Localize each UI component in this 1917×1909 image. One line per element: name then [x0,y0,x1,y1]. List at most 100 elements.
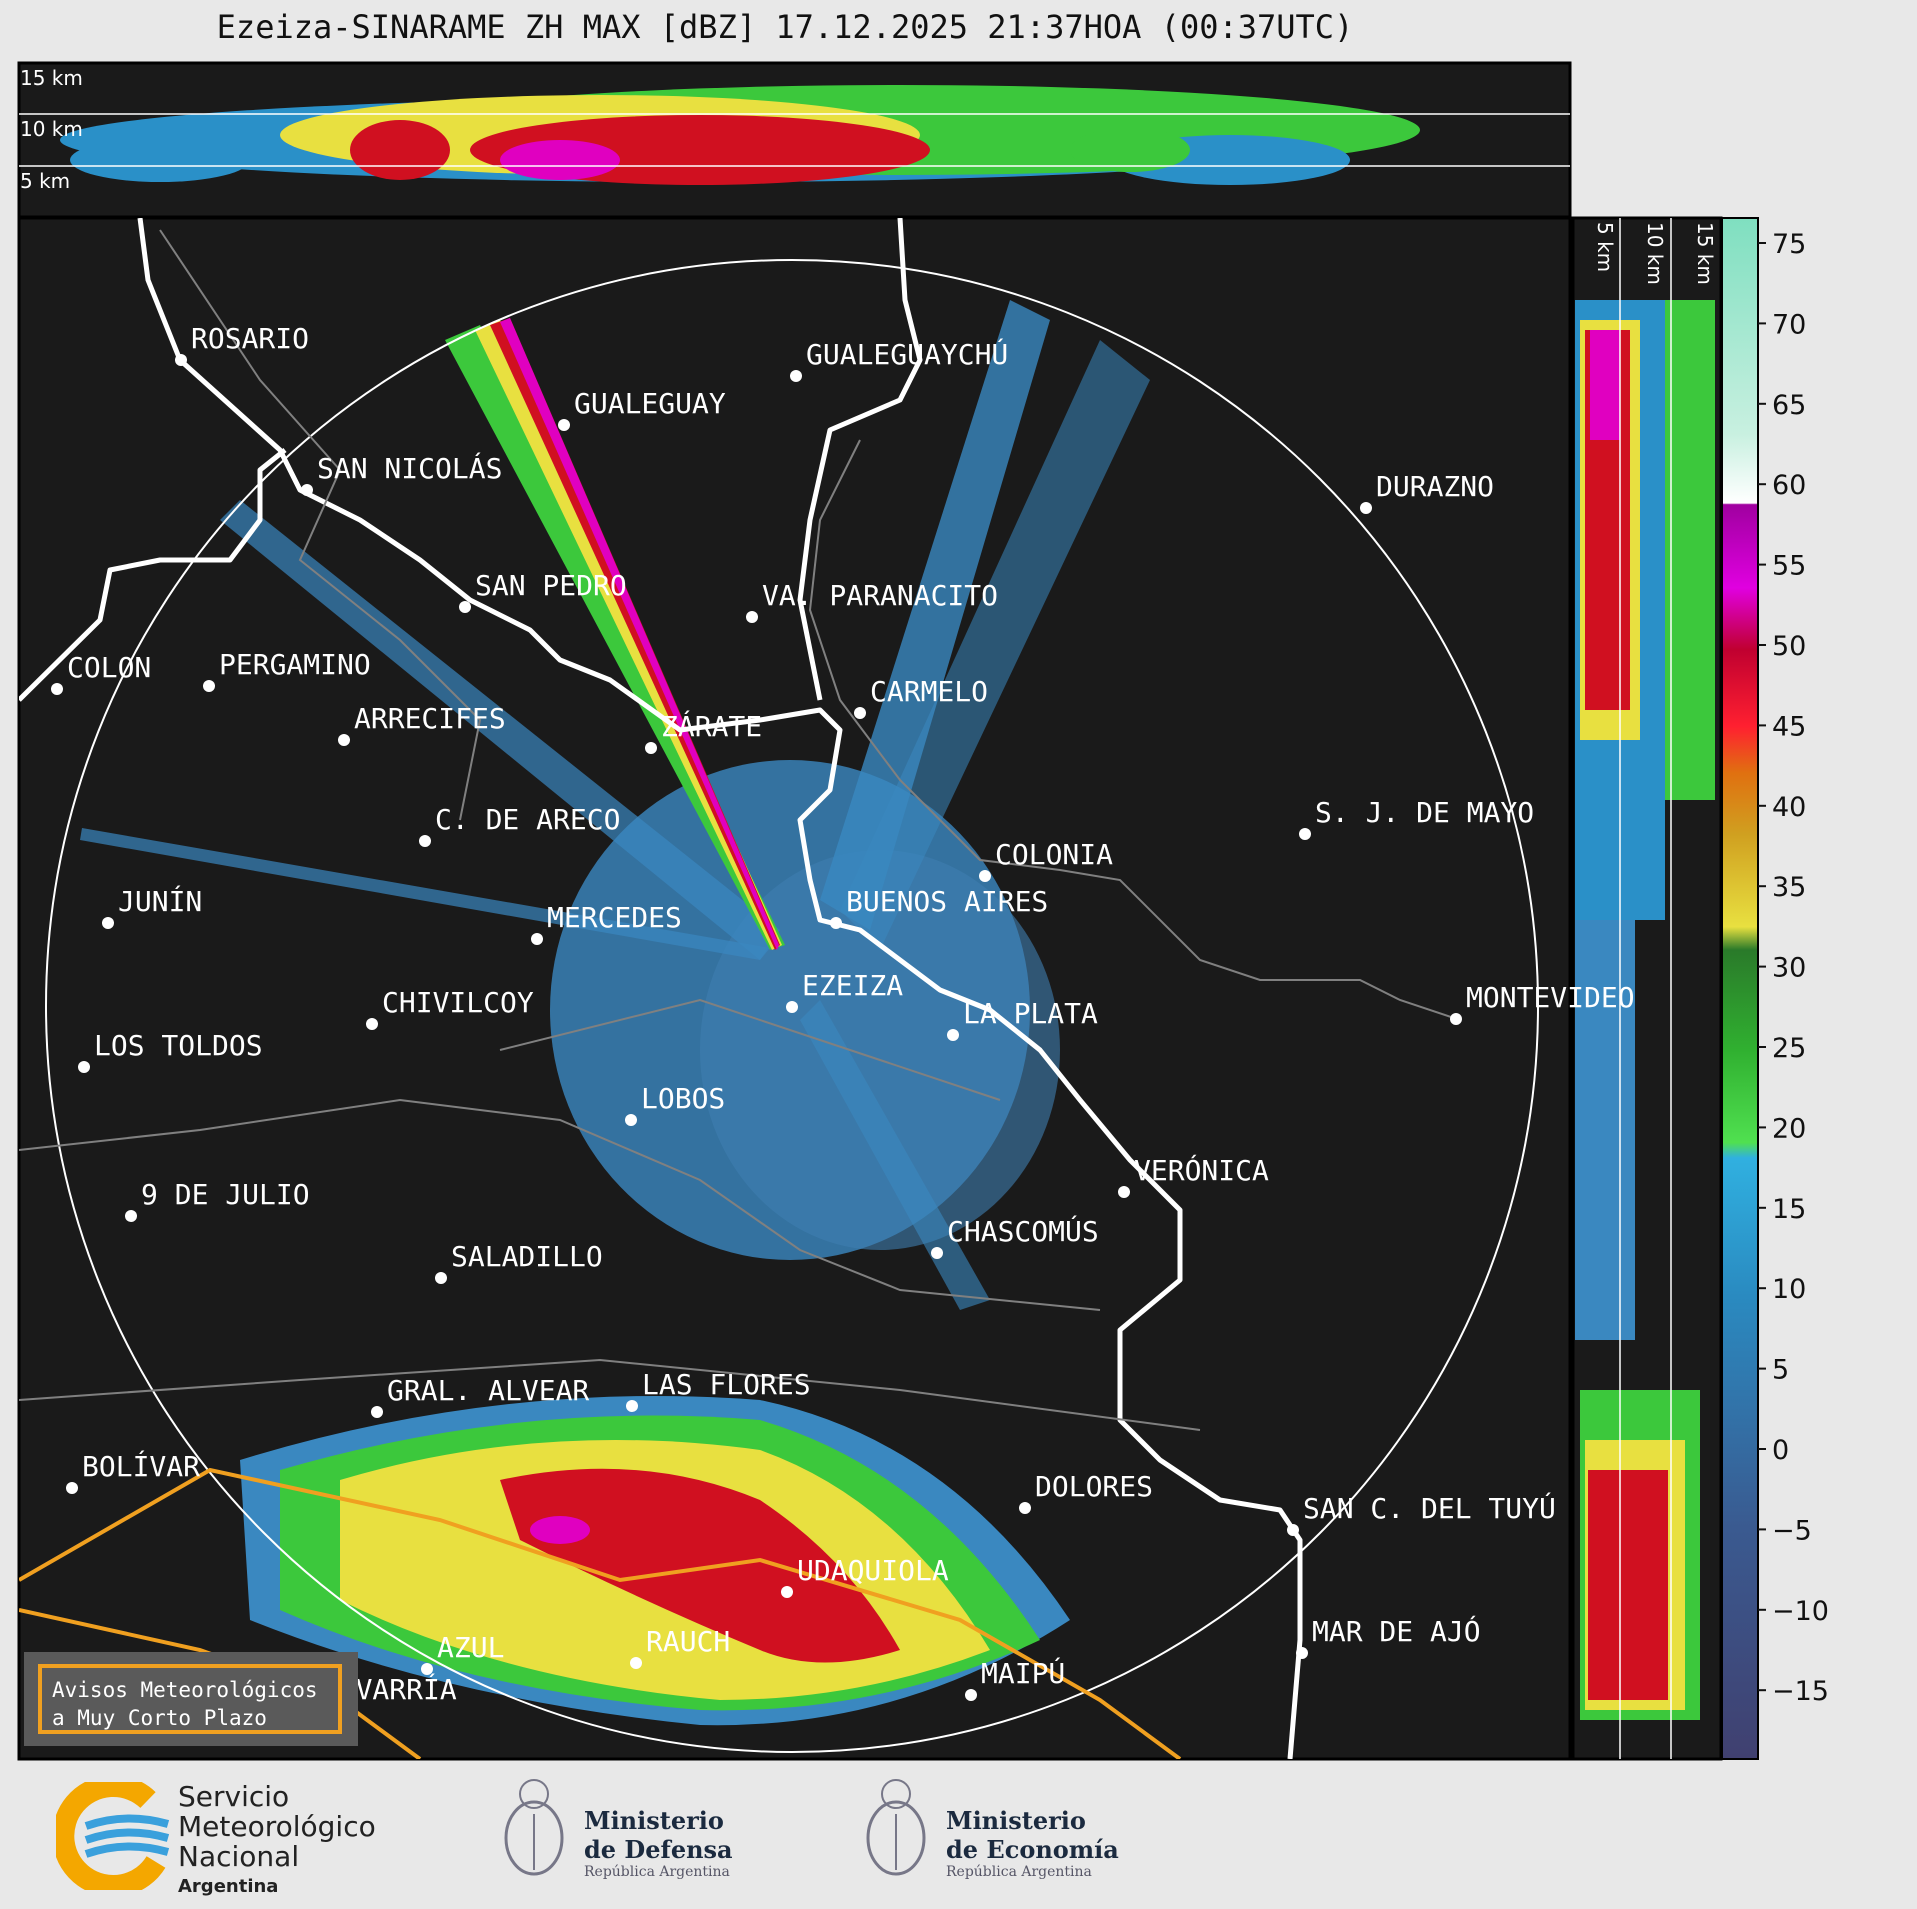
city-marker: DURAZNO [1360,470,1494,514]
city-marker: BOLÍVAR [66,1449,200,1494]
city-label: LAS FLORES [642,1368,811,1401]
city-marker: GUALEGUAYCHÚ [790,337,1008,382]
city-label: COLONIA [995,838,1113,871]
city-dot [1296,1647,1308,1659]
city-label: GUALEGUAY [574,387,726,420]
city-dot [419,835,431,847]
colorbar-tick-label: 45 [1772,711,1806,742]
city-marker: COLONIA [979,838,1113,882]
city-marker: 9 DE JULIO [125,1178,310,1222]
smn-logo-icon [56,1782,170,1890]
city-label: RAUCH [646,1625,730,1658]
city-dot [625,1114,637,1126]
top-height-15: 15 km [20,66,83,90]
colorbar-tick-label: 0 [1772,1435,1789,1466]
city-marker: AZUL [421,1631,504,1675]
radar-map[interactable] [17,216,1572,1761]
city-marker: LOBOS [625,1082,725,1126]
borders [19,229,1461,1431]
storm-band [240,1396,1070,1726]
city-label: ROSARIO [191,322,309,355]
coat-of-arms-icon [866,1779,926,1876]
city-label: DOLORES [1035,1470,1153,1503]
city-marker: MONTEVIDEO [1450,981,1635,1025]
side-cross-section: 5 km 10 km 15 km [1571,216,1723,1761]
top-height-10: 10 km [20,117,83,141]
city-marker: CHASCOMÚS [931,1214,1099,1259]
city-dot [645,742,657,754]
city-label: BOLÍVAR [82,1449,200,1483]
city-label: JUNÍN [118,884,202,918]
city-label: COLON [67,651,151,684]
city-dot [338,734,350,746]
city-dot [786,1001,798,1013]
colorbar-tick-label: −10 [1772,1596,1829,1627]
side-height-15: 15 km [1693,222,1717,285]
city-dot [1450,1013,1462,1025]
city-label: BUENOS AIRES [846,885,1048,918]
city-marker: UDAQUIOLA [781,1554,949,1598]
city-marker: LOS TOLDOS [78,1029,263,1073]
city-label: SAN PEDRO [475,569,627,602]
coastlines [19,218,1303,1759]
city-dot [746,611,758,623]
city-dot [830,917,842,929]
city-dot [125,1210,137,1222]
city-marker: EZEIZA [786,969,903,1013]
city-dot [1360,502,1372,514]
warning-button-line2: a Muy Corto Plazo [52,1706,267,1730]
colorbar-tick-label: 30 [1772,953,1806,984]
city-marker: DOLORES [1019,1470,1153,1514]
colorbar-tick-label: 5 [1772,1355,1789,1386]
city-label: 9 DE JULIO [141,1178,310,1211]
colorbar-tick-label: 20 [1772,1113,1806,1144]
city-marker: PERGAMINO [203,648,371,692]
colorbar-tick-label: −15 [1772,1676,1829,1707]
city-label: DURAZNO [1376,470,1494,503]
side-height-5: 5 km [1593,222,1617,272]
colorbar-tick-label: 35 [1772,872,1806,903]
economia-logo-text: Ministerio de Economía República Argenti… [946,1806,1119,1880]
colorbar-tick-label: 15 [1772,1194,1806,1225]
city-dot [790,370,802,382]
city-label: CHIVILCOY [382,986,534,1019]
city-label: SAN C. DEL TUYÚ [1303,1491,1556,1525]
colorbar-tick-label: 55 [1772,551,1806,582]
defensa-logo-text: Ministerio de Defensa República Argentin… [584,1806,733,1880]
city-dot [1299,828,1311,840]
colorbar-tick-label: −5 [1772,1515,1812,1546]
city-marker: ROSARIO [175,322,309,366]
city-label: GUALEGUAYCHÚ [806,337,1008,371]
city-marker: LA PLATA [947,997,1098,1041]
city-marker: ARRECIFES [338,702,506,746]
city-dot [366,1018,378,1030]
city-dot [931,1247,943,1259]
city-marker: CARMELO [854,675,988,719]
city-label: MAIPÚ [981,1656,1065,1690]
city-dot [203,680,215,692]
city-dot [175,354,187,366]
city-dot [78,1061,90,1073]
city-dot [1118,1186,1130,1198]
city-dot [854,707,866,719]
colorbar-tick-label: 75 [1772,229,1806,260]
strong-echo-ray [445,318,785,950]
warning-button[interactable]: Avisos Meteorológicos a Muy Corto Plazo [38,1664,342,1734]
city-dot [102,917,114,929]
city-dot [371,1406,383,1418]
city-marker: MAR DE AJÓ [1296,1614,1481,1659]
city-label: MAR DE AJÓ [1312,1614,1481,1648]
city-dot [626,1400,638,1412]
city-marker: MAIPÚ [965,1656,1065,1701]
side-height-10: 10 km [1643,222,1667,285]
smn-logo-text: Servicio Meteorológico Nacional Argentin… [178,1780,376,1898]
city-dot [979,870,991,882]
city-dot [781,1586,793,1598]
city-label: AZUL [437,1631,504,1664]
city-marker: JUNÍN [102,884,202,929]
city-label: EZEIZA [802,969,903,1002]
top-height-5: 5 km [20,169,70,193]
city-marker: ZÁRATE [645,709,762,754]
colorbar-tick-label: 70 [1772,309,1806,340]
